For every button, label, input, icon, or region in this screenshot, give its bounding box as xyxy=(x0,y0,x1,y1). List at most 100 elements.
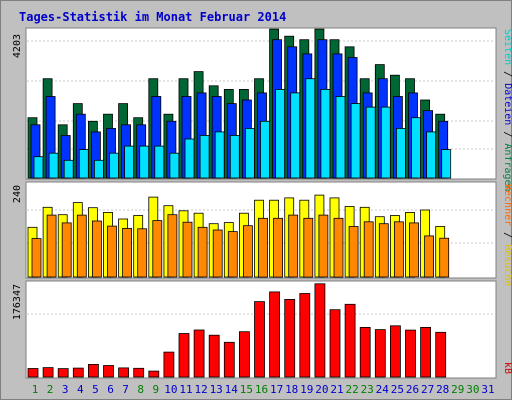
bar-seiten-day-2 xyxy=(48,152,59,179)
bar-kb-day-9 xyxy=(148,370,160,378)
x-tick-label-day-24: 24 xyxy=(376,383,390,396)
bar-kb-day-3 xyxy=(57,368,69,378)
bar-rechner-day-17 xyxy=(273,217,284,278)
bar-seiten-day-6 xyxy=(109,152,119,179)
legend-bottom: kB xyxy=(502,362,512,374)
bar-rechner-day-19 xyxy=(303,217,314,278)
bar-seiten-day-25 xyxy=(395,128,406,179)
middle-ymax-label: 240 xyxy=(12,185,23,203)
bar-rechner-day-4 xyxy=(76,214,87,278)
bar-seiten-day-24 xyxy=(380,106,391,179)
top-ymax-label: 4203 xyxy=(12,34,23,58)
bar-rechner-day-27 xyxy=(424,235,435,278)
x-tick-label-day-26: 26 xyxy=(406,383,419,396)
x-tick-label-day-17: 17 xyxy=(270,383,283,396)
bar-seiten-day-28 xyxy=(441,149,452,179)
bar-seiten-day-13 xyxy=(214,131,225,179)
bar-kb-day-5 xyxy=(88,363,99,378)
x-tick-label-day-3: 3 xyxy=(62,383,69,396)
bar-kb-day-1 xyxy=(27,368,39,378)
bar-rechner-day-9 xyxy=(152,220,163,278)
legend-entry: Seiten xyxy=(502,29,512,65)
bar-seiten-day-15 xyxy=(244,128,255,179)
legend-entry: / xyxy=(502,226,512,244)
bar-kb-day-8 xyxy=(133,367,145,378)
bar-kb-day-11 xyxy=(178,333,190,378)
x-tick-label-day-14: 14 xyxy=(225,383,239,396)
legend-entry: Anfragen xyxy=(502,143,512,191)
bar-rechner-day-13 xyxy=(212,229,223,278)
bar-seiten-day-23 xyxy=(365,106,376,179)
bar-rechner-day-11 xyxy=(182,221,193,278)
bar-seiten-day-10 xyxy=(169,152,180,179)
bar-kb-day-25 xyxy=(389,325,401,378)
legend-entry: Besuche xyxy=(502,244,512,286)
bar-rechner-day-8 xyxy=(137,228,148,278)
bar-kb-day-24 xyxy=(374,329,386,378)
legend-middle: Rechner / Besuche xyxy=(502,184,512,286)
bar-rechner-day-12 xyxy=(197,226,208,278)
bar-kb-day-26 xyxy=(405,329,416,378)
bar-rechner-day-2 xyxy=(46,214,57,278)
bar-kb-day-2 xyxy=(42,367,54,378)
bar-kb-day-10 xyxy=(163,351,175,378)
bar-kb-day-27 xyxy=(420,326,432,378)
bar-rechner-day-28 xyxy=(439,237,450,278)
x-tick-label-day-25: 25 xyxy=(391,383,404,396)
bar-seiten-day-11 xyxy=(184,138,195,179)
bar-kb-day-17 xyxy=(269,291,281,378)
bar-rechner-day-3 xyxy=(61,222,72,278)
legend-entry: / xyxy=(502,125,512,143)
bar-kb-day-19 xyxy=(299,293,311,378)
bar-seiten-day-3 xyxy=(63,159,74,179)
x-tick-label-day-16: 16 xyxy=(255,383,268,396)
x-tick-label-day-13: 13 xyxy=(210,383,223,396)
x-tick-label-day-22: 22 xyxy=(345,383,358,396)
x-tick-label-day-20: 20 xyxy=(315,383,328,396)
bar-kb-day-7 xyxy=(118,367,129,378)
bar-kb-day-12 xyxy=(193,329,205,378)
bar-seiten-day-22 xyxy=(350,103,361,179)
bar-kb-day-28 xyxy=(435,331,447,378)
x-tick-label-day-18: 18 xyxy=(285,383,298,396)
x-tick-label-day-9: 9 xyxy=(152,383,159,396)
bar-seiten-day-18 xyxy=(290,92,301,179)
bar-rechner-day-16 xyxy=(258,217,268,278)
x-tick-label-day-23: 23 xyxy=(361,383,374,396)
x-tick-label-day-6: 6 xyxy=(107,383,114,396)
x-tick-label-day-10: 10 xyxy=(164,383,177,396)
x-tick-label-day-19: 19 xyxy=(300,383,313,396)
x-tick-label-day-15: 15 xyxy=(240,383,253,396)
bar-rechner-day-26 xyxy=(409,222,419,278)
x-tick-label-day-8: 8 xyxy=(137,383,144,396)
bar-kb-day-4 xyxy=(72,367,84,378)
bar-seiten-day-17 xyxy=(275,89,286,179)
x-tick-label-day-12: 12 xyxy=(194,383,207,396)
bottom-ymax-label: 176347 xyxy=(12,284,23,320)
x-tick-label-day-5: 5 xyxy=(92,383,99,396)
legend-entry: Rechner xyxy=(502,184,512,226)
x-tick-label-day-31: 31 xyxy=(481,383,494,396)
bar-rechner-day-1 xyxy=(31,238,42,278)
bar-kb-day-18 xyxy=(284,298,296,378)
bar-rechner-day-6 xyxy=(107,225,117,278)
bar-kb-day-23 xyxy=(359,326,371,378)
bar-seiten-day-1 xyxy=(33,156,44,179)
bar-seiten-day-21 xyxy=(335,96,346,179)
bar-rechner-day-20 xyxy=(318,214,329,278)
x-tick-label-day-21: 21 xyxy=(330,383,343,396)
bar-seiten-day-9 xyxy=(154,145,165,179)
bar-seiten-day-16 xyxy=(260,120,270,179)
bar-seiten-day-5 xyxy=(94,159,104,179)
bar-rechner-day-15 xyxy=(242,225,253,278)
x-tick-label-day-11: 11 xyxy=(179,383,192,396)
legend-top: Seiten / Dateien / Anfragen xyxy=(502,29,512,192)
bar-kb-day-16 xyxy=(254,301,265,378)
bar-seiten-day-4 xyxy=(78,149,89,179)
bar-rechner-day-18 xyxy=(288,214,299,278)
bar-rechner-day-23 xyxy=(363,221,374,278)
bar-rechner-day-21 xyxy=(333,217,344,278)
bar-seiten-day-8 xyxy=(139,145,150,179)
bar-rechner-day-5 xyxy=(92,220,102,278)
